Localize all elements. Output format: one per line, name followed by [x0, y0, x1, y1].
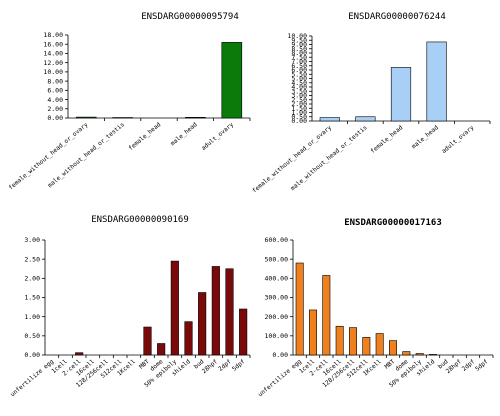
x-tick-label: female_head [127, 121, 162, 152]
y-tick-label: 16.00 [43, 40, 63, 48]
bar [225, 268, 234, 356]
x-tick-label: adult_ovary [441, 124, 476, 155]
bar [75, 116, 97, 119]
y-tick-label: 0.50 [24, 332, 40, 340]
y-tick-label: 9.50 [291, 36, 307, 44]
bar [309, 309, 317, 356]
x-tick-label: 2dpf [217, 358, 233, 373]
y-tick-label: 2.50 [24, 255, 40, 263]
chart-panel-2: ENSDARG00000076244 0.000.501.001.502.002.… [251, 12, 491, 195]
y-tick-label: 200.00 [265, 313, 289, 321]
bar [295, 262, 304, 356]
y-tick-label: 500.00 [265, 255, 289, 263]
x-tick-label: 5dpf [231, 358, 247, 373]
bar [355, 116, 376, 122]
y-tick-label: 7.00 [291, 58, 307, 66]
y-tick-label: 1.50 [291, 104, 307, 112]
y-tick-label: 4.00 [47, 96, 63, 104]
bar [426, 41, 447, 122]
bar [319, 117, 340, 122]
chart-title: ENSDARG00000095794 [141, 12, 239, 22]
bar [335, 325, 344, 356]
y-tick-label: 2.00 [24, 275, 40, 283]
y-tick-label: 10.00 [287, 32, 307, 40]
chart-title: ENSDARG00000017163 [344, 218, 442, 228]
y-tick-label: 8.00 [291, 49, 307, 57]
x-tick-label: unfertilize egg [9, 358, 55, 398]
y-tick-label: 1.50 [24, 294, 40, 302]
bar [221, 42, 243, 119]
y-tick-label: 18.00 [43, 31, 63, 39]
y-tick-label: 2.00 [47, 105, 63, 113]
chart-title: ENSDARG00000090169 [91, 215, 189, 225]
bar [198, 292, 207, 356]
y-tick-label: 12.00 [43, 59, 63, 67]
y-tick-label: 4.00 [291, 83, 307, 91]
y-tick-label: 6.00 [291, 66, 307, 74]
y-tick-label: 8.00 [47, 77, 63, 85]
y-tick-label: 400.00 [265, 275, 289, 283]
y-tick-label: 100.00 [265, 332, 289, 340]
y-tick-label: 6.50 [291, 62, 307, 70]
y-tick-label: 9.00 [291, 41, 307, 49]
y-tick-label: 14.00 [43, 50, 63, 58]
y-tick-label: 0.50 [291, 113, 307, 121]
y-tick-label: 3.00 [291, 92, 307, 100]
bar [211, 266, 220, 356]
x-tick-label: adult_ovary [200, 121, 235, 152]
bar [184, 321, 193, 356]
y-tick-label: 3.50 [291, 87, 307, 95]
y-tick-label: 300.00 [265, 294, 289, 302]
y-tick-label: 0.00 [272, 351, 288, 359]
bar [375, 333, 384, 356]
bar [322, 275, 331, 356]
y-tick-label: 0.00 [47, 114, 63, 122]
bar [75, 352, 84, 356]
bar [143, 326, 152, 356]
y-tick-label: 7.50 [291, 53, 307, 61]
chart-panel-1: ENSDARG00000095794 0.002.004.006.00 8.0010… [7, 12, 251, 192]
x-tick-label: 2dpf [461, 358, 477, 373]
y-tick-label: 0.00 [291, 117, 307, 125]
bar [429, 354, 437, 356]
y-tick-label: 8.50 [291, 45, 307, 53]
bar [157, 343, 166, 356]
bar [389, 340, 397, 356]
x-tick-label: unfertilize egg [257, 358, 303, 398]
bar [390, 67, 412, 122]
bar [170, 260, 179, 356]
chart-title: ENSDARG00000076244 [348, 12, 446, 22]
y-tick-label: 600.00 [265, 236, 289, 244]
chart-panel-4: ENSDARG00000017163 0.00 100.00 200.00 300.00… [257, 218, 494, 398]
chart-panel-3: ENSDARG00000090169 0.00 0.50 1.00 1.50 2.00 2.… [9, 215, 251, 398]
y-tick-label: 5.50 [291, 70, 307, 78]
y-tick-label: 10.00 [43, 68, 63, 76]
bar [239, 308, 248, 356]
y-tick-label: 4.50 [291, 79, 307, 87]
y-tick-label: 2.50 [291, 96, 307, 104]
x-tick-label: male_head [169, 121, 199, 148]
y-tick-label: 0.00 [24, 351, 40, 359]
y-tick-label: 2.00 [291, 100, 307, 108]
bar [415, 353, 424, 356]
y-tick-label: 1.00 [24, 313, 40, 321]
y-tick-label: 5.00 [291, 75, 307, 83]
bar [362, 337, 371, 356]
x-tick-label: 28hpf [201, 358, 220, 375]
bar [402, 351, 411, 356]
y-tick-label: 1.00 [291, 109, 307, 117]
x-tick-label: male_without_head_or_testis [289, 124, 369, 192]
x-tick-label: male_head [410, 124, 440, 151]
x-tick-label: male_without_head_or_testis [47, 121, 127, 189]
x-tick-label: 5dpf [474, 358, 490, 373]
x-tick-label: female_head [369, 124, 404, 155]
bar [349, 327, 357, 356]
y-tick-label: 3.00 [24, 236, 40, 244]
y-tick-label: 6.00 [47, 87, 63, 95]
bar [185, 117, 206, 119]
